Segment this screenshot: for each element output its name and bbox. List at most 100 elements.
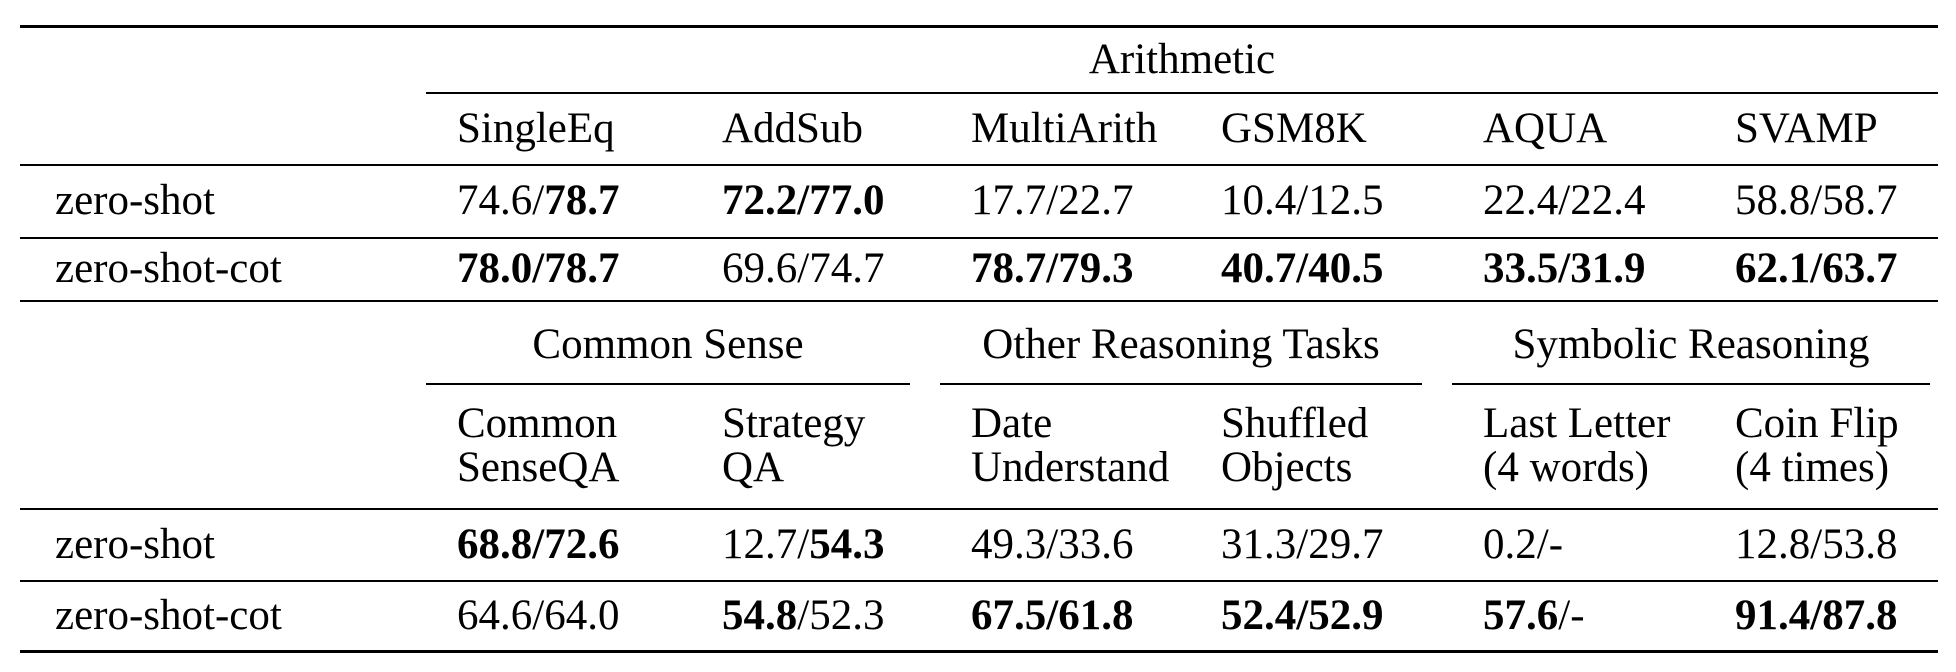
score-separator: / xyxy=(1046,520,1059,568)
score-cell-addsub: 69.6/74.7 xyxy=(691,237,940,302)
column-header-line: Shuffled xyxy=(1221,400,1369,447)
score-right: 29.7 xyxy=(1308,520,1384,568)
column-header-aqua: AQUA xyxy=(1452,92,1704,166)
score-cell-multiarith: 17.7/22.7 xyxy=(940,164,1190,239)
row-label-zero-shot: zero-shot xyxy=(20,508,426,582)
score-right: 52.3 xyxy=(809,592,885,640)
score-separator: / xyxy=(532,520,545,568)
score-left: 58.8 xyxy=(1735,177,1811,225)
score-cell-multiarith: 78.7/79.3 xyxy=(940,237,1190,302)
row-label-zero-shot: zero-shot xyxy=(20,164,426,239)
score-right: 63.7 xyxy=(1822,245,1898,293)
score-left: 68.8 xyxy=(457,520,533,568)
score-right: 22.4 xyxy=(1570,177,1646,225)
score-cell-date-understand: 67.5/61.8 xyxy=(940,581,1190,652)
arithmetic-group-header-row: Arithmetic xyxy=(20,26,1938,94)
column-header-svamp: SVAMP xyxy=(1704,92,1938,166)
benchmark-results-table: Arithmetic SingleEq AddSub MultiArith GS… xyxy=(20,25,1938,653)
score-cell-commonsenseqa: 64.6/64.0 xyxy=(426,581,691,652)
score-left: 33.5 xyxy=(1483,245,1559,293)
column-header-addsub: AddSub xyxy=(691,92,940,166)
column-header-strategyqa: Strategy QA xyxy=(691,384,940,510)
score-separator: / xyxy=(1810,245,1823,293)
score-right: 74.7 xyxy=(809,245,885,293)
score-separator: / xyxy=(1296,592,1309,640)
row-label-zero-shot-cot: zero-shot-cot xyxy=(55,592,282,640)
arithmetic-column-header-row: SingleEq AddSub MultiArith GSM8K AQUA SV… xyxy=(20,92,1938,166)
score-right: 53.8 xyxy=(1822,520,1898,568)
score-cell-shuffled-objects: 31.3/29.7 xyxy=(1190,508,1452,582)
score-cell-coin-flip: 12.8/53.8 xyxy=(1704,508,1938,582)
score-right: 64.0 xyxy=(544,592,620,640)
empty-stub-cell xyxy=(20,301,426,385)
score-right: 54.3 xyxy=(809,520,885,568)
score-separator: / xyxy=(532,177,545,225)
score-right: 40.5 xyxy=(1308,245,1384,293)
score-right: 52.9 xyxy=(1308,592,1384,640)
empty-stub-cell xyxy=(20,384,426,510)
score-left: 17.7 xyxy=(971,177,1047,225)
score-left: 69.6 xyxy=(722,245,798,293)
score-left: 54.8 xyxy=(722,592,798,640)
score-cell-last-letter: 57.6/- xyxy=(1452,581,1704,652)
score-right: 33.6 xyxy=(1058,520,1134,568)
score-left: 49.3 xyxy=(971,520,1047,568)
column-header-shuffled-objects: Shuffled Objects xyxy=(1190,384,1452,510)
score-left: 31.3 xyxy=(1221,520,1297,568)
score-cell-coin-flip: 91.4/87.8 xyxy=(1704,581,1938,652)
group-label-arithmetic: Arithmetic xyxy=(1088,36,1276,84)
group-header-symbolic-reasoning: Symbolic Reasoning xyxy=(1452,301,1938,385)
row-label-zero-shot-cot: zero-shot-cot xyxy=(20,237,426,302)
group-label-symbolic-reasoning: Symbolic Reasoning xyxy=(1452,321,1930,385)
score-separator: / xyxy=(1810,177,1823,225)
score-separator: / xyxy=(797,520,810,568)
score-left: 40.7 xyxy=(1221,245,1297,293)
column-header-line: Date xyxy=(971,400,1053,447)
score-separator: / xyxy=(1810,520,1823,568)
score-separator: / xyxy=(532,592,545,640)
score-separator: / xyxy=(797,177,810,225)
column-header-line: Strategy xyxy=(722,400,866,447)
score-left: 72.2 xyxy=(722,177,798,225)
column-header-line: Understand xyxy=(971,444,1170,491)
column-header-line: (4 times) xyxy=(1735,444,1890,491)
score-right: 78.7 xyxy=(544,177,620,225)
score-separator: / xyxy=(1558,245,1571,293)
score-left: 78.7 xyxy=(971,245,1047,293)
row-zero-shot-cot-bottom: zero-shot-cot 64.6/64.0 54.8/52.3 67.5/6… xyxy=(20,581,1938,652)
score-right: 22.7 xyxy=(1058,177,1134,225)
score-left: 62.1 xyxy=(1735,245,1811,293)
column-header-coin-flip: Coin Flip (4 times) xyxy=(1704,384,1938,510)
score-left: 12.7 xyxy=(722,520,798,568)
bottom-group-header-row: Common Sense Other Reasoning Tasks Symbo… xyxy=(20,301,1938,385)
column-header-line: SenseQA xyxy=(457,444,620,491)
score-separator: / xyxy=(1536,520,1549,568)
score-left: 67.5 xyxy=(971,592,1047,640)
column-header-commonsenseqa: Common SenseQA xyxy=(426,384,691,510)
score-right: 61.8 xyxy=(1058,592,1134,640)
score-cell-addsub: 72.2/77.0 xyxy=(691,164,940,239)
score-left: 74.6 xyxy=(457,177,533,225)
score-cell-date-understand: 49.3/33.6 xyxy=(940,508,1190,582)
score-right: 72.6 xyxy=(544,520,620,568)
column-header-line: Objects xyxy=(1221,444,1353,491)
score-cell-singleeq: 74.6/78.7 xyxy=(426,164,691,239)
score-right: 78.7 xyxy=(544,245,620,293)
score-right: 58.7 xyxy=(1822,177,1898,225)
group-label-common-sense: Common Sense xyxy=(426,321,910,385)
empty-stub-cell xyxy=(20,27,426,93)
score-right: - xyxy=(1548,520,1564,568)
score-right: 77.0 xyxy=(809,177,885,225)
column-header-multiarith: MultiArith xyxy=(940,92,1190,166)
column-header-line: Last Letter xyxy=(1483,400,1671,447)
score-cell-strategyqa: 12.7/54.3 xyxy=(691,508,940,582)
column-header-line: Coin Flip xyxy=(1735,400,1899,447)
score-left: 22.4 xyxy=(1483,177,1559,225)
score-right: 12.5 xyxy=(1308,177,1384,225)
score-left: 12.8 xyxy=(1735,520,1811,568)
score-left: 64.6 xyxy=(457,592,533,640)
score-cell-commonsenseqa: 68.8/72.6 xyxy=(426,508,691,582)
score-separator: / xyxy=(1046,245,1059,293)
score-separator: / xyxy=(1558,592,1571,640)
